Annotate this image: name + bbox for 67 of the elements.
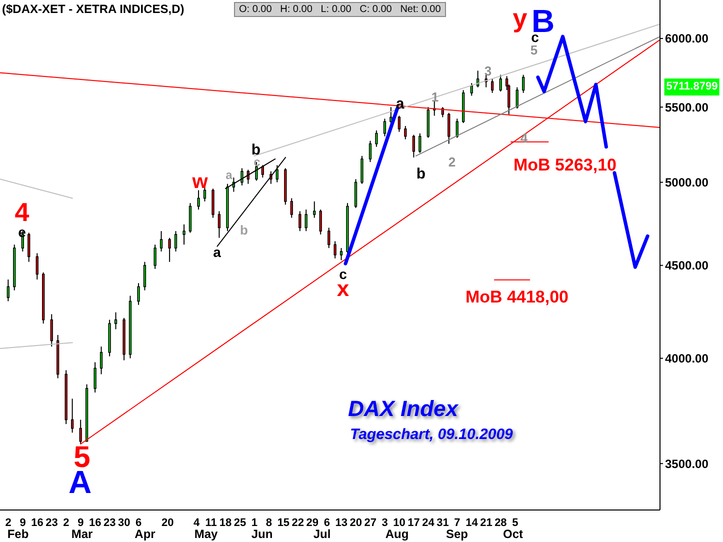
x-tick-label: 14 xyxy=(466,516,479,529)
annotation: Tageschart, 09.10.2009 xyxy=(350,426,513,443)
x-tick-label: 13 xyxy=(335,516,348,529)
y-tick-label: 5000.00 xyxy=(665,176,709,190)
annotation: 5 xyxy=(530,42,538,58)
annotation: MoB 5263,10 xyxy=(514,156,616,174)
x-tick-label: 10 xyxy=(393,516,406,529)
x-tick-label: 21 xyxy=(480,516,492,529)
x-tick-label: 17 xyxy=(408,516,420,529)
annotation: y xyxy=(512,3,528,33)
text: Jun xyxy=(251,527,273,541)
annotation: 4 xyxy=(14,197,30,227)
text: Apr xyxy=(134,527,156,541)
x-tick-label: 24 xyxy=(422,516,436,529)
text: Aug xyxy=(385,527,409,541)
x-tick-label: 30 xyxy=(118,516,130,529)
annotation: b xyxy=(416,166,426,182)
text: 5711.8799 xyxy=(664,78,720,96)
x-tick-label: 2 xyxy=(63,516,70,529)
x-tick-label: 9 xyxy=(78,516,84,529)
chart-title: ($DAX-XET - XETRA INDICES,D) xyxy=(2,2,184,16)
annotation: 3 xyxy=(484,64,492,78)
x-tick-label: 6 xyxy=(324,516,330,529)
annotation: MoB 4418,00 xyxy=(466,288,568,306)
text: DAX Index xyxy=(348,396,458,422)
x-tick-label: 1 xyxy=(251,516,258,529)
text: May xyxy=(194,527,218,541)
text: Feb xyxy=(7,527,29,541)
annotation: O: 0.00 H: 0.00 L: 0.00 C: 0.00 Net: 0.00 xyxy=(234,2,446,17)
annotation: e xyxy=(18,224,26,240)
annotation: a xyxy=(226,168,232,182)
x-tick-label: 23 xyxy=(104,516,116,529)
x-tick-label: 31 xyxy=(436,516,449,529)
x-tick-label: 15 xyxy=(277,516,290,529)
y-tick-label: 3500.00 xyxy=(665,456,709,471)
x-tick-label: 16 xyxy=(31,516,44,529)
y-tick-label: 4000.00 xyxy=(665,352,709,366)
x-tick-label: 22 xyxy=(292,516,304,529)
y-tick-label: 4500.00 xyxy=(665,258,709,273)
x-tick-label: 16 xyxy=(89,516,102,529)
text: Jul xyxy=(313,527,331,541)
text: Sep xyxy=(446,527,468,541)
x-tick-label: 2 xyxy=(5,516,12,529)
x-tick-label: 3 xyxy=(382,516,388,529)
x-tick-label: 18 xyxy=(219,516,232,529)
x-tick-label: 7 xyxy=(454,516,460,529)
annotation: b xyxy=(240,222,248,238)
y-tick-label: 5500.00 xyxy=(665,100,709,114)
text: Oct xyxy=(502,527,524,541)
x-tick-label: 8 xyxy=(266,516,272,529)
annotation: w xyxy=(192,171,208,193)
x-tick-label: 23 xyxy=(46,516,58,529)
x-tick-label: 29 xyxy=(306,516,319,529)
x-tick-label: 20 xyxy=(350,516,362,529)
text: Mar xyxy=(71,527,93,541)
y-tick-label: 6000.00 xyxy=(665,32,709,46)
x-tick-label: 11 xyxy=(205,516,217,529)
x-tick-label: 9 xyxy=(20,516,26,529)
x-tick-label: 20 xyxy=(161,516,174,529)
annotation: a xyxy=(213,244,221,260)
x-tick-label: 4 xyxy=(193,516,200,529)
x-tick-label: 25 xyxy=(234,516,246,529)
annotation: 2 xyxy=(448,154,456,170)
x-tick-label: 5 xyxy=(512,516,518,529)
x-tick-label: 27 xyxy=(364,516,376,529)
x-tick-label: 6 xyxy=(136,516,142,529)
x-tick-label: 28 xyxy=(494,516,507,529)
